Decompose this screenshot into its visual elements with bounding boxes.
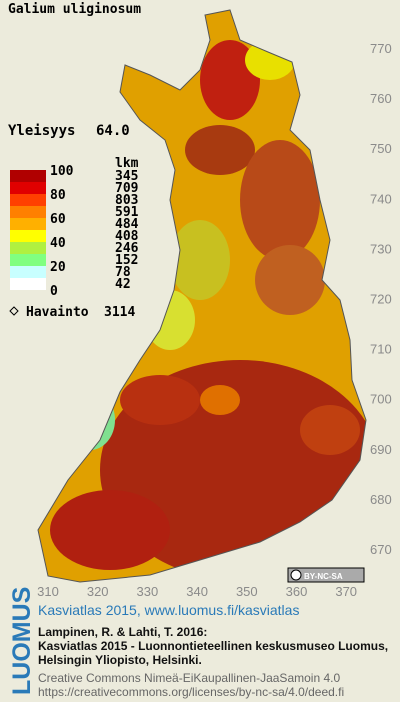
frequency-value: 64.0 (96, 123, 130, 139)
x-grid-label: 370 (335, 584, 357, 599)
legend-scale-label: 60 (50, 212, 66, 227)
legend-scale-label: 20 (50, 260, 66, 275)
y-grid-label: 670 (370, 542, 392, 557)
footer-link[interactable]: Kasviatlas 2015, www.luomus.fi/kasviatla… (38, 602, 299, 618)
legend-count: 246 (115, 241, 139, 256)
observations-label: Havainto (26, 305, 89, 320)
x-grid-label: 320 (87, 584, 109, 599)
count-header: lkm (115, 156, 139, 171)
observation-symbol (9, 306, 19, 316)
legend-swatch (10, 218, 46, 230)
x-grid-label: 330 (137, 584, 159, 599)
citation-line: Lampinen, R. & Lahti, T. 2016: (38, 625, 207, 639)
observations-value: 3114 (104, 305, 135, 320)
y-grid-label: 740 (370, 191, 392, 206)
y-grid-label: 720 (370, 292, 392, 307)
legend-swatch (10, 194, 46, 206)
logo: LUOMUS (8, 587, 36, 695)
legend-count: 345 (115, 169, 138, 184)
y-grid-label: 690 (370, 442, 392, 457)
grid-labels: 770 760 750 740 730 720 710 700 690 680 670 310 320 3… (37, 41, 392, 599)
y-grid-label: 730 (370, 241, 392, 256)
legend-count: 591 (115, 205, 139, 220)
y-grid-label: 770 (370, 41, 392, 56)
y-grid-label: 750 (370, 141, 392, 156)
legend-count: 803 (115, 193, 138, 208)
legend-swatch (10, 206, 46, 218)
legend-scale-label: 0 (50, 284, 58, 299)
y-grid-label: 700 (370, 392, 392, 407)
legend-count: 484 (115, 217, 139, 232)
legend-swatch (10, 266, 46, 278)
y-grid-label: 710 (370, 342, 392, 357)
license-badge-text: BY-NC-SA (304, 572, 343, 581)
cc-icon (290, 569, 302, 581)
map-title: Galium uliginosum (8, 2, 141, 17)
frequency-label: Yleisyys (8, 123, 75, 139)
legend-scale-label: 80 (50, 188, 66, 203)
legend-count: 42 (115, 277, 131, 292)
legend-scale-label: 40 (50, 236, 66, 251)
footer: Lampinen, R. & Lahti, T. 2016:Kasviatlas… (38, 625, 388, 699)
legend-count: 152 (115, 253, 138, 268)
legend-count: 408 (115, 229, 139, 244)
legend-count: 78 (115, 265, 131, 280)
legend-count: 709 (115, 181, 138, 196)
x-grid-label: 340 (186, 584, 208, 599)
legend-swatch (10, 242, 46, 254)
license-line: https://creativecommons.org/licenses/by-… (38, 685, 344, 699)
y-grid-label: 680 (370, 492, 392, 507)
legend-swatch (10, 254, 46, 266)
x-grid-label: 310 (37, 584, 59, 599)
x-grid-label: 360 (286, 584, 308, 599)
legend-scale-label: 100 (50, 164, 74, 179)
license-badge[interactable] (287, 567, 365, 583)
legend-swatch (10, 170, 46, 182)
citation-line: Kasviatlas 2015 - Luonnontieteellinen ke… (38, 639, 388, 653)
citation-line: Helsingin Yliopisto, Helsinki. (38, 653, 202, 667)
y-grid-label: 760 (370, 91, 392, 106)
legend-swatch (10, 278, 46, 290)
x-grid-label: 350 (236, 584, 258, 599)
legend-swatch (10, 230, 46, 242)
license-line: Creative Commons Nimeä-EiKaupallinen-Jaa… (38, 671, 340, 685)
legend-swatch (10, 182, 46, 194)
